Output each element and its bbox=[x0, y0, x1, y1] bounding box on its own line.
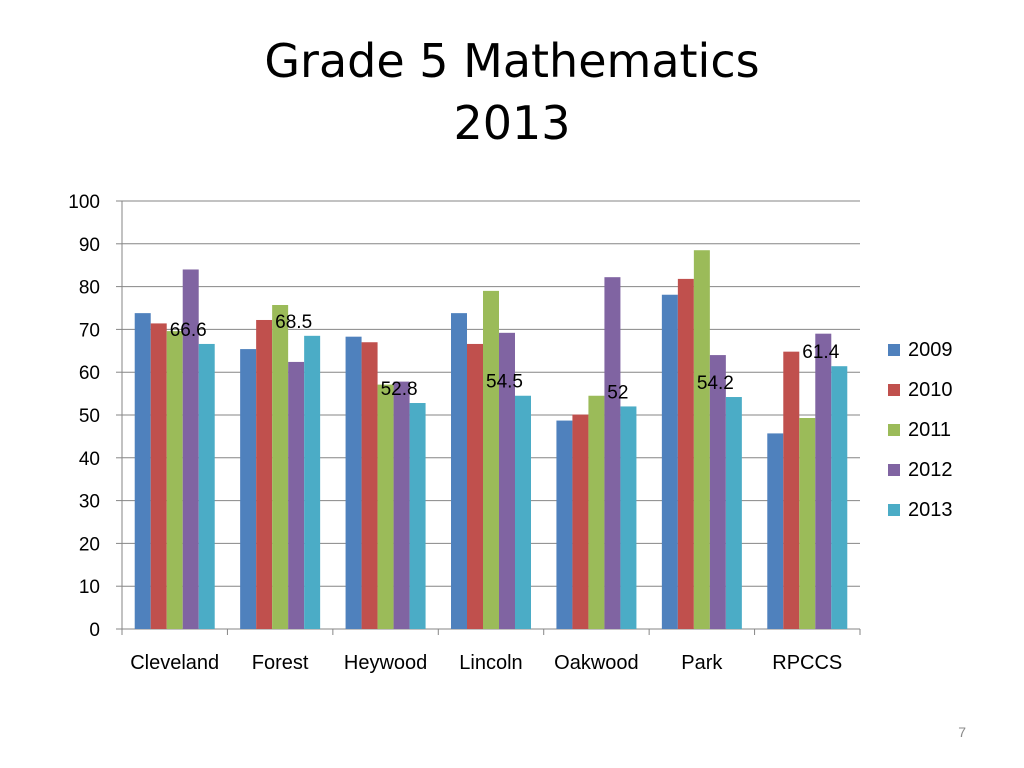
bar-oakwood-2009 bbox=[556, 420, 573, 629]
title-line-1: Grade 5 Mathematics bbox=[264, 34, 760, 88]
data-label: 54.2 bbox=[697, 373, 734, 394]
bar-rpccs-2009 bbox=[767, 433, 784, 629]
bar-heywood-2009 bbox=[345, 336, 362, 629]
y-tick-label: 30 bbox=[79, 492, 100, 513]
y-tick-label: 50 bbox=[79, 406, 100, 427]
legend-label: 2010 bbox=[908, 379, 953, 401]
bar-oakwood-2010 bbox=[572, 414, 589, 629]
bar-forest-2011 bbox=[272, 305, 289, 629]
bar-heywood-2013 bbox=[409, 403, 426, 629]
y-tick-label: 70 bbox=[79, 320, 100, 341]
bar-heywood-2011 bbox=[377, 384, 394, 629]
bar-cleveland-2011 bbox=[166, 331, 183, 629]
bar-rpccs-2013 bbox=[831, 366, 848, 629]
x-category-label: Lincoln bbox=[459, 652, 522, 674]
bar-heywood-2012 bbox=[393, 381, 410, 629]
data-label: 54.5 bbox=[486, 372, 523, 393]
bar-lincoln-2010 bbox=[467, 343, 483, 629]
x-category-label: Oakwood bbox=[554, 652, 639, 674]
y-tick-label: 90 bbox=[79, 235, 100, 256]
legend-swatch-2012 bbox=[888, 464, 900, 476]
bar-park-2011 bbox=[693, 250, 710, 629]
data-label: 61.4 bbox=[802, 342, 839, 363]
y-tick-label: 80 bbox=[79, 278, 100, 299]
legend-swatch-2011 bbox=[888, 424, 900, 436]
bar-cleveland-2013 bbox=[198, 343, 215, 629]
y-tick-label: 40 bbox=[79, 449, 100, 470]
y-tick-label: 10 bbox=[79, 577, 100, 598]
legend-label: 2013 bbox=[908, 499, 953, 521]
bar-rpccs-2010 bbox=[783, 351, 800, 629]
y-tick-label: 0 bbox=[89, 620, 100, 641]
bar-oakwood-2012 bbox=[604, 277, 621, 629]
data-label: 52.8 bbox=[381, 379, 418, 400]
bar-park-2012 bbox=[709, 355, 726, 629]
bar-cleveland-2009 bbox=[134, 313, 151, 629]
bar-forest-2012 bbox=[288, 361, 305, 629]
x-category-label: Forest bbox=[252, 652, 309, 674]
bar-park-2013 bbox=[725, 397, 742, 629]
y-tick-label: 20 bbox=[79, 534, 100, 555]
bar-cleveland-2012 bbox=[182, 269, 199, 629]
bar-forest-2013 bbox=[304, 335, 321, 629]
axes: 0 10 20 30 40 50 60 70 80 90 100 Cleveland Forest Hey… bbox=[68, 192, 861, 674]
title-line-2: 2013 bbox=[453, 96, 571, 150]
legend-label: 2012 bbox=[908, 459, 953, 481]
legend-swatch-2009 bbox=[888, 344, 900, 356]
bar-forest-2009 bbox=[240, 349, 257, 629]
data-label: 52 bbox=[607, 382, 628, 403]
page-number: 7 bbox=[958, 724, 966, 740]
bar-park-2009 bbox=[661, 294, 678, 629]
bar-park-2010 bbox=[677, 278, 694, 629]
x-category-label: Cleveland bbox=[130, 652, 219, 674]
slide-title: Grade 5 Mathematics 2013 bbox=[0, 30, 1024, 154]
legend: 2009 2010 2011 2012 2013 bbox=[888, 339, 953, 521]
bar-heywood-2010 bbox=[361, 342, 378, 629]
data-labels: 66.6 68.5 52.8 54.5 52 54.2 61.4 bbox=[170, 312, 840, 404]
bars bbox=[134, 250, 848, 629]
legend-label: 2011 bbox=[908, 419, 951, 441]
legend-swatch-2010 bbox=[888, 384, 900, 396]
bar-oakwood-2013 bbox=[620, 406, 637, 629]
bar-lincoln-2009 bbox=[451, 313, 467, 629]
bar-lincoln-2011 bbox=[483, 290, 499, 629]
data-label: 66.6 bbox=[170, 320, 207, 341]
bar-cleveland-2010 bbox=[150, 323, 167, 629]
bar-rpccs-2012 bbox=[815, 333, 832, 629]
x-category-label: Heywood bbox=[344, 652, 427, 674]
x-category-label: Park bbox=[681, 652, 723, 674]
y-tick-label: 100 bbox=[68, 192, 100, 213]
legend-swatch-2013 bbox=[888, 504, 900, 516]
bar-lincoln-2012 bbox=[499, 332, 515, 629]
bar-rpccs-2011 bbox=[799, 417, 816, 629]
x-category-label: RPCCS bbox=[772, 652, 842, 674]
bar-lincoln-2013 bbox=[515, 395, 531, 629]
legend-label: 2009 bbox=[908, 339, 953, 361]
data-label: 68.5 bbox=[275, 312, 312, 333]
y-tick-label: 60 bbox=[79, 363, 100, 384]
bar-forest-2010 bbox=[256, 319, 273, 629]
bar-oakwood-2011 bbox=[588, 395, 605, 629]
